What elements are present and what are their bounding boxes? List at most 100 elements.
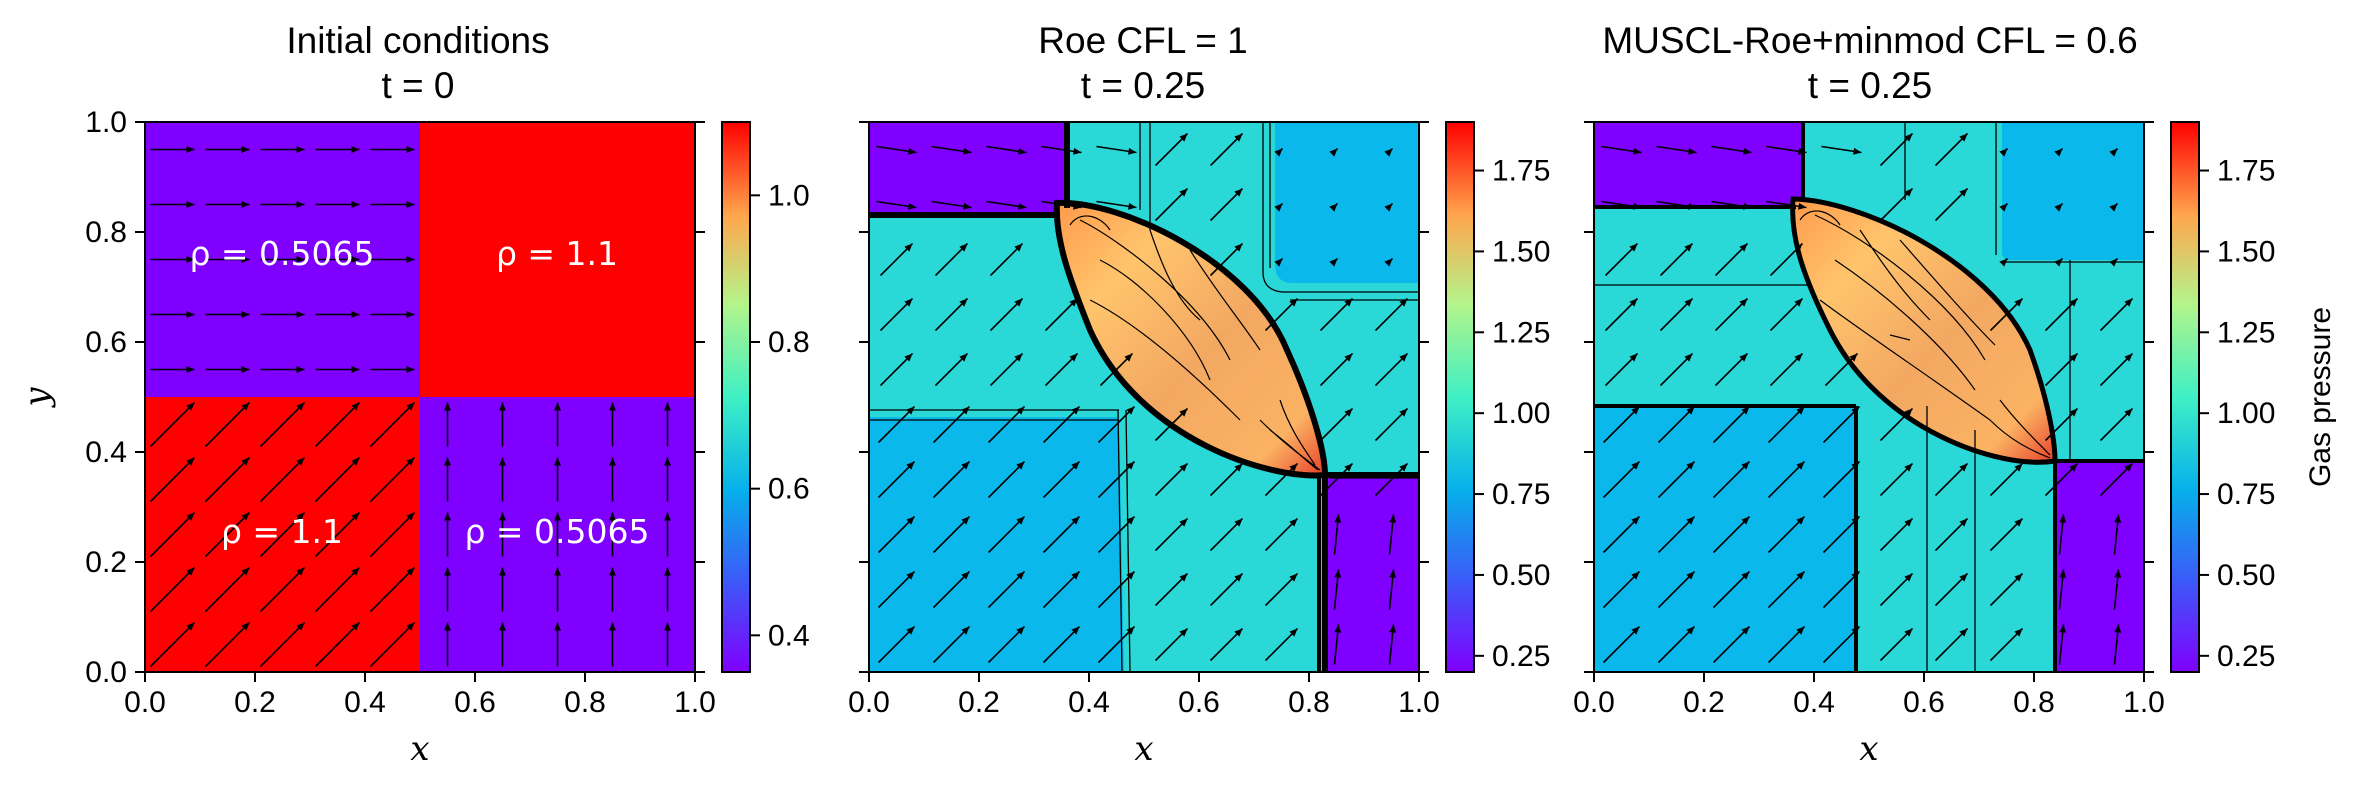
velocity-arrow — [1712, 515, 1751, 554]
panel3-frame — [1593, 121, 2145, 673]
velocity-arrow — [1657, 460, 1696, 499]
velocity-arrowhead — [406, 256, 415, 263]
velocity-arrow — [1712, 625, 1751, 664]
velocity-arrowhead — [444, 567, 451, 576]
velocity-arrowhead — [2014, 628, 2023, 637]
velocity-arrowhead — [1329, 148, 1338, 157]
annotation-rho-top-right: ρ = 1.1 — [496, 234, 618, 273]
velocity-arrowhead — [1796, 516, 1805, 525]
velocity-arrowhead — [1179, 188, 1188, 197]
velocity-arrowhead — [296, 457, 305, 466]
velocity-arrowhead — [1234, 518, 1243, 527]
velocity-arrowhead — [1069, 298, 1078, 307]
velocity-arrowhead — [1796, 571, 1805, 580]
velocity-arrowhead — [406, 622, 415, 631]
velocity-arrowhead — [2054, 148, 2063, 157]
velocity-arrowhead — [406, 402, 415, 411]
velocity-arrow — [1097, 460, 1136, 499]
velocity-arrowhead — [1014, 298, 1023, 307]
velocity-arrowhead — [296, 402, 305, 411]
colorbar-tick-label: 0.6 — [768, 473, 810, 506]
velocity-arrow — [1602, 460, 1641, 499]
velocity-arrowhead — [1629, 298, 1638, 307]
velocity-arrow — [1767, 405, 1806, 444]
velocity-arrowhead — [1796, 406, 1805, 415]
velocity-arrowhead — [664, 512, 671, 521]
velocity-arrow — [314, 566, 361, 613]
x-tick-label: 0.4 — [1793, 686, 1835, 719]
velocity-arrowhead — [1999, 258, 2008, 267]
y-tick-label: 0.4 — [85, 436, 127, 469]
velocity-arrow — [259, 511, 306, 558]
velocity-arrowhead — [1743, 147, 1752, 155]
velocity-arrowhead — [351, 256, 360, 263]
velocity-arrowhead — [1399, 298, 1408, 307]
velocity-arrow — [204, 456, 251, 503]
velocity-arrowhead — [1124, 353, 1133, 362]
panel2-central-lens — [1056, 202, 1325, 476]
velocity-arrowhead — [664, 567, 671, 576]
velocity-arrowhead — [2014, 518, 2023, 527]
velocity-arrowhead — [351, 622, 360, 631]
velocity-arrow — [369, 511, 416, 558]
velocity-arrow — [1767, 570, 1806, 609]
velocity-arrowhead — [1999, 203, 2008, 212]
velocity-arrowhead — [1384, 258, 1393, 267]
velocity-arrowhead — [296, 366, 305, 373]
velocity-arrowhead — [1741, 516, 1750, 525]
velocity-arrowhead — [2069, 463, 2078, 472]
velocity-arrowhead — [2124, 463, 2133, 472]
velocity-arrowhead — [2124, 353, 2133, 362]
velocity-arrowhead — [906, 571, 915, 580]
velocity-arrowhead — [1798, 147, 1807, 155]
panel3-region-top-left — [1594, 122, 1803, 207]
colorbar-tick-label: 0.50 — [2217, 559, 2275, 592]
velocity-arrowhead — [1849, 353, 1858, 362]
velocity-arrowhead — [961, 516, 970, 525]
velocity-arrowhead — [908, 202, 917, 210]
colorbar-tick-label: 1.0 — [768, 179, 810, 212]
x-tick-label: 0.6 — [454, 686, 496, 719]
velocity-arrow — [932, 405, 971, 444]
panel1-y-label: y — [17, 387, 57, 409]
panel1-title-line2: t = 0 — [381, 65, 454, 106]
velocity-arrowhead — [1741, 571, 1750, 580]
velocity-arrow — [987, 570, 1026, 609]
velocity-arrowhead — [499, 622, 506, 631]
velocity-arrowhead — [406, 311, 415, 318]
velocity-arrowhead — [351, 567, 360, 576]
velocity-arrowhead — [406, 512, 415, 521]
panel2-x-ticks: 0.0 0.2 0.4 0.6 0.8 1.0 — [848, 672, 1440, 719]
velocity-arrowhead — [1686, 461, 1695, 470]
velocity-arrowhead — [1688, 202, 1697, 210]
velocity-arrow — [1602, 570, 1641, 609]
velocity-arrowhead — [1739, 298, 1748, 307]
velocity-arrowhead — [186, 256, 195, 263]
velocity-arrowhead — [1389, 569, 1397, 578]
velocity-arrowhead — [609, 567, 616, 576]
velocity-arrow — [1097, 625, 1136, 664]
panel1-colorbar: 0.4 0.6 0.8 1.0 — [721, 121, 810, 673]
velocity-arrowhead — [2014, 298, 2023, 307]
velocity-arrowhead — [1344, 353, 1353, 362]
velocity-arrow — [1767, 515, 1806, 554]
panel3-x-label: x — [1859, 729, 1878, 769]
velocity-arrow — [932, 515, 971, 554]
velocity-arrowhead — [351, 311, 360, 318]
velocity-arrowhead — [241, 567, 250, 576]
velocity-arrow — [1602, 625, 1641, 664]
x-tick-label: 0.2 — [234, 686, 276, 719]
velocity-arrowhead — [1071, 516, 1080, 525]
velocity-arrowhead — [1796, 626, 1805, 635]
panel2-x-label: x — [1134, 729, 1153, 769]
velocity-arrowhead — [444, 512, 451, 521]
velocity-arrowhead — [1289, 518, 1298, 527]
velocity-arrow — [369, 566, 416, 613]
velocity-arrowhead — [554, 402, 561, 411]
panel1-title-line1: Initial conditions — [286, 20, 549, 61]
velocity-arrowhead — [1686, 516, 1695, 525]
x-tick-label: 0.0 — [1573, 686, 1615, 719]
velocity-arrowhead — [406, 146, 415, 153]
panel3-colorbar-gradient — [2171, 122, 2199, 672]
velocity-arrow — [149, 621, 196, 668]
